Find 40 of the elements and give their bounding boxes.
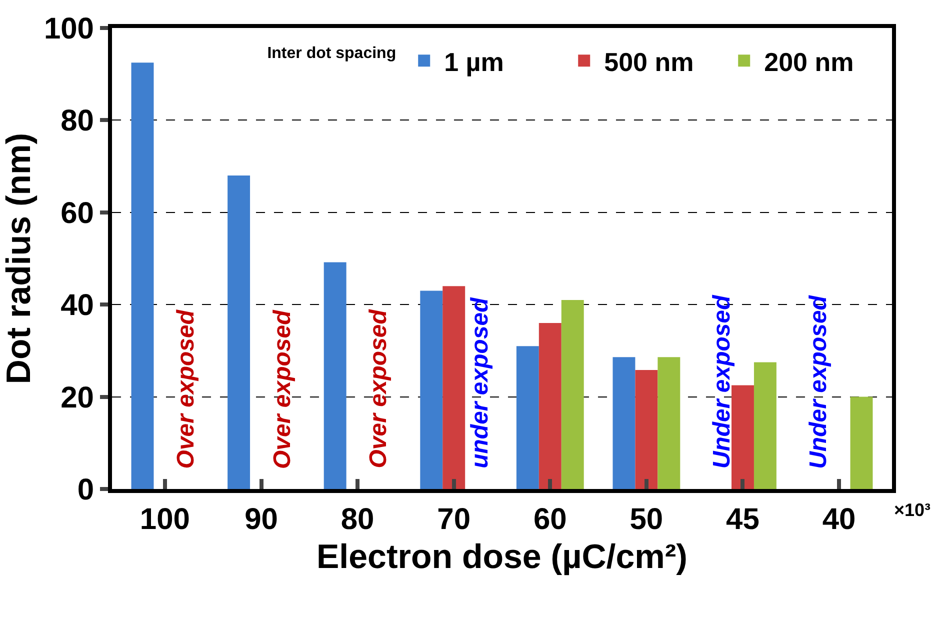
y-tick-label: 80 — [60, 104, 94, 138]
legend-label: 1 µm — [444, 46, 504, 77]
y-tick-label: 100 — [44, 12, 94, 46]
bar — [516, 346, 539, 489]
bar — [754, 362, 776, 489]
x-tick-label: 70 — [437, 503, 471, 536]
bar — [561, 300, 584, 489]
text: ×10³ — [894, 500, 931, 520]
annotation: Over exposed — [268, 308, 296, 469]
bar — [850, 396, 873, 489]
bar — [612, 357, 636, 489]
bar — [420, 290, 443, 489]
y-tick-label: 20 — [60, 381, 94, 414]
x-tick-label: 100 — [140, 503, 190, 536]
annotation: Over exposed — [365, 308, 392, 468]
legend-label: 500 nm — [604, 46, 694, 77]
x-tick-label: 45 — [726, 503, 760, 536]
x-tick-label: 50 — [630, 503, 664, 536]
annotation: Over exposed — [172, 308, 200, 469]
annotation: under exposed — [466, 296, 494, 468]
y-tick-label: 0 — [77, 474, 94, 506]
bar — [658, 357, 680, 489]
legend-label: 200 nm — [764, 46, 854, 77]
bar — [324, 262, 346, 489]
y-axis-title: Dot radius (nm) — [0, 132, 38, 384]
bar — [131, 62, 154, 489]
bar — [635, 370, 658, 489]
x-tick-label: 90 — [244, 503, 278, 536]
legend-title: Inter dot spacing — [267, 45, 396, 62]
x-tick-label: 60 — [533, 503, 567, 536]
y-tick-label: 60 — [60, 196, 94, 230]
y-tick-label: 40 — [60, 289, 94, 322]
x-axis-title: Electron dose (µC/cm²) — [316, 538, 688, 576]
bar — [538, 323, 562, 489]
annotation: Under exposed — [708, 294, 736, 469]
x-tick-label: 80 — [340, 503, 374, 536]
bar — [228, 176, 250, 489]
x-tick-label: 40 — [822, 503, 856, 536]
annotation: Under exposed — [804, 294, 832, 469]
bar — [442, 286, 466, 489]
